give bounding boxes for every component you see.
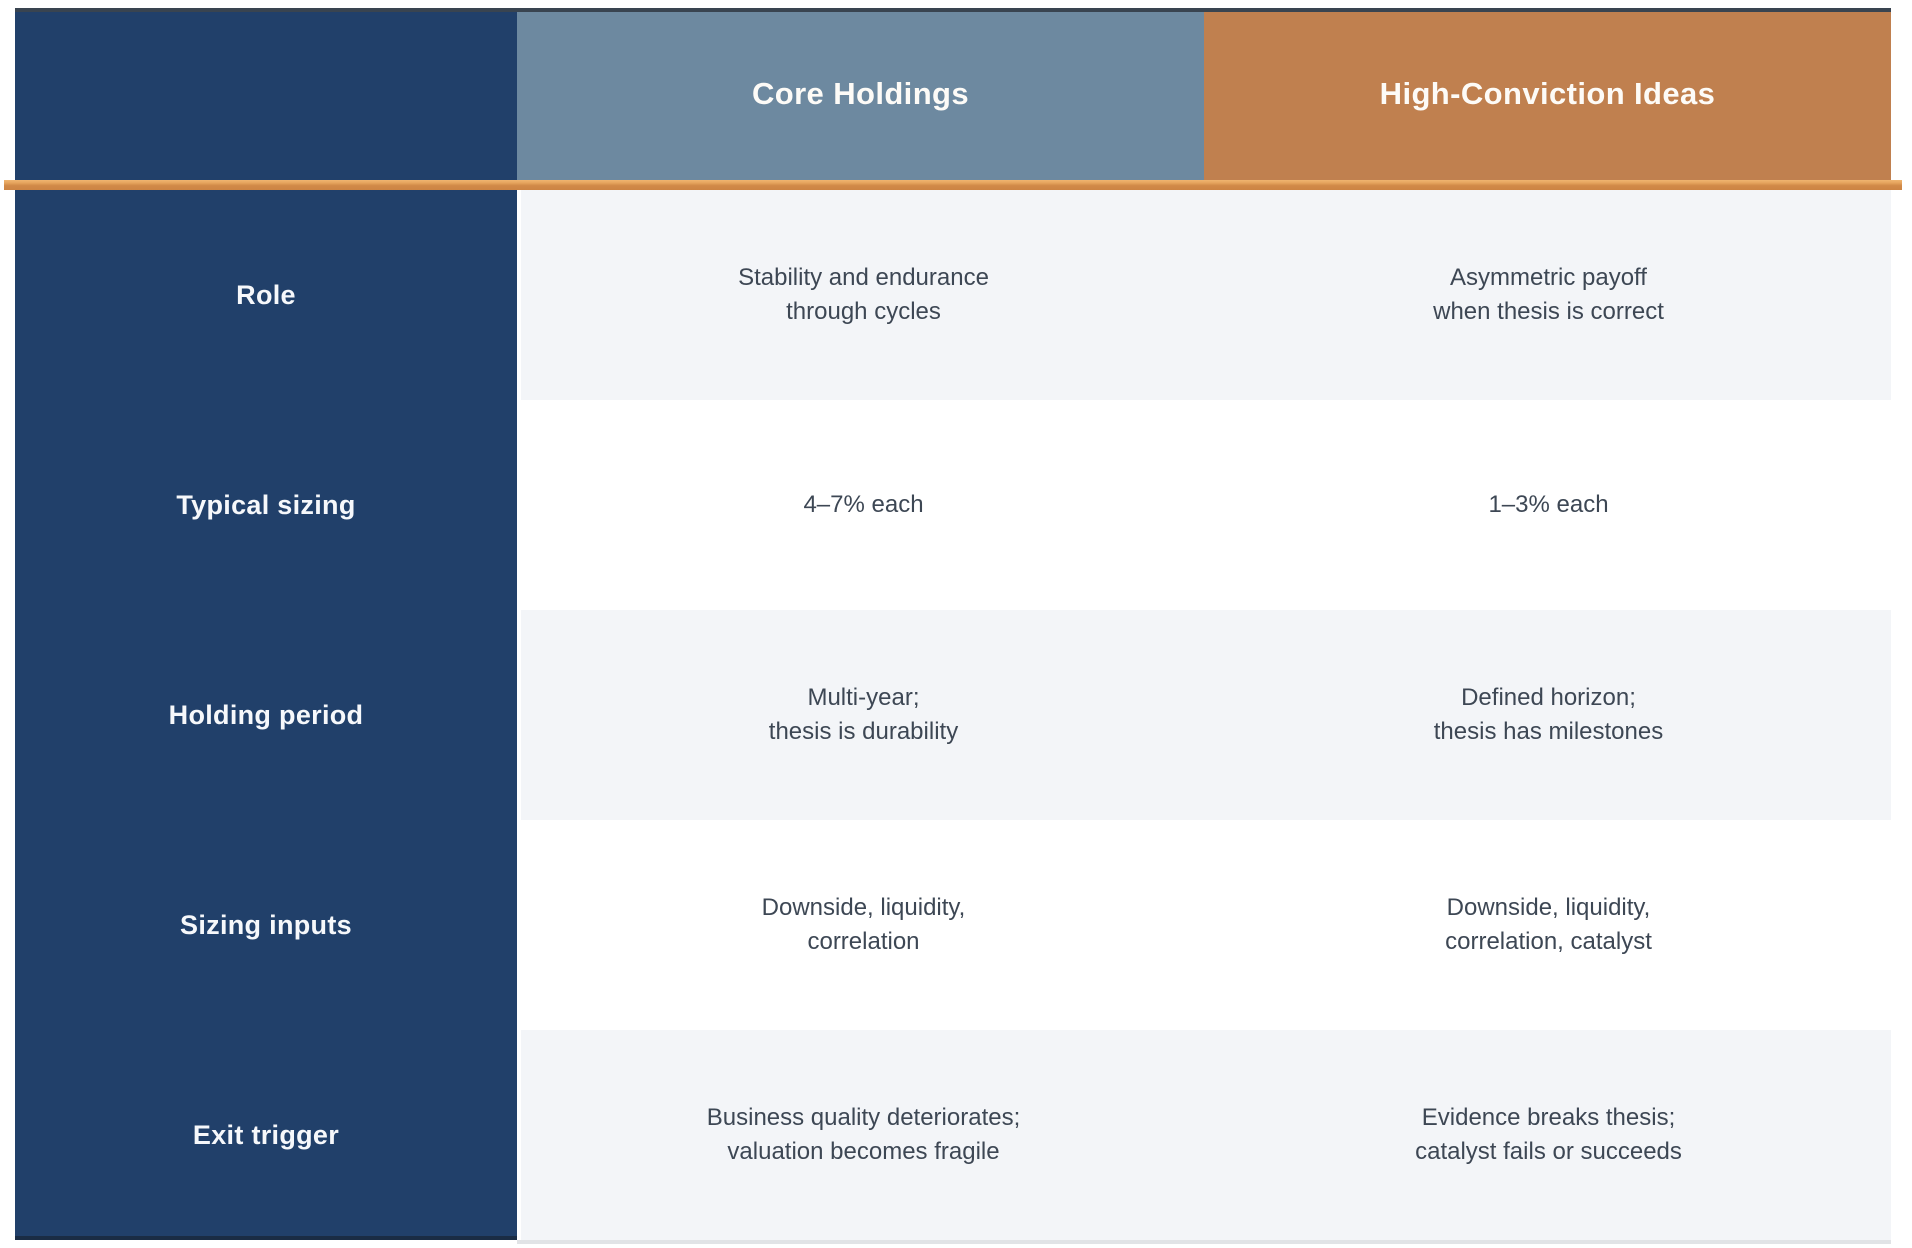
row-label: Exit trigger (192, 1119, 340, 1150)
table-top-border (15, 8, 1891, 12)
column-header-label: High-Conviction Ideas (1379, 76, 1716, 111)
column-gap (517, 400, 521, 610)
cell-text: Downside, liquidity, correlation (761, 893, 966, 955)
cell-high-conviction: Asymmetric payoff when thesis is correct (1206, 190, 1891, 400)
cell-text: Stability and endurance through cycles (738, 263, 989, 325)
row-label: Sizing inputs (180, 909, 352, 940)
table-bottom-border (517, 1240, 1891, 1244)
table-row-typical-sizing: Typical sizing 4–7% each 1–3% each (15, 400, 1891, 610)
column-header-core-holdings: Core Holdings (517, 8, 1204, 180)
column-header-label: Core Holdings (751, 76, 970, 111)
row-header-cell: Holding period (15, 610, 517, 820)
cell-text: 1–3% each (1488, 490, 1609, 518)
row-label: Typical sizing (176, 489, 356, 520)
table-row-holding-period: Holding period Multi-year; thesis is dur… (15, 610, 1891, 820)
cell-text: Multi-year; thesis is durability (768, 683, 959, 745)
accent-divider (4, 180, 1902, 190)
cell-text: Defined horizon; thesis has milestones (1433, 683, 1664, 745)
row-header-cell: Typical sizing (15, 400, 517, 610)
cell-text: Evidence breaks thesis; catalyst fails o… (1415, 1103, 1682, 1165)
row-header-cell: Sizing inputs (15, 820, 517, 1030)
table-body: Role Stability and endurance through cyc… (15, 190, 1891, 1240)
row-header-column (15, 8, 517, 1240)
comparison-table: Core Holdings High-Conviction Ideas Role… (4, 8, 1902, 1244)
cell-high-conviction: Defined horizon; thesis has milestones (1206, 610, 1891, 820)
row-label: Role (236, 279, 296, 310)
cell-high-conviction: 1–3% each (1206, 400, 1891, 610)
column-gap (517, 1030, 521, 1240)
cell-text: Downside, liquidity, correlation, cataly… (1445, 893, 1652, 955)
cell-high-conviction: Downside, liquidity, correlation, cataly… (1206, 820, 1891, 1030)
cell-text: Business quality deteriorates; valuation… (706, 1103, 1021, 1165)
row-header-cell: Exit trigger (15, 1030, 517, 1240)
cell-core-holdings: Multi-year; thesis is durability (521, 610, 1206, 820)
table-row-exit-trigger: Exit trigger Business quality deteriorat… (15, 1030, 1891, 1240)
cell-core-holdings: 4–7% each (521, 400, 1206, 610)
column-gap (517, 190, 521, 400)
row-header-cell: Role (15, 190, 517, 400)
column-gap (517, 610, 521, 820)
table-row-role: Role Stability and endurance through cyc… (15, 190, 1891, 400)
cell-core-holdings: Stability and endurance through cycles (521, 190, 1206, 400)
cell-text: Asymmetric payoff when thesis is correct (1433, 263, 1664, 325)
row-label: Holding period (168, 699, 364, 730)
table-row-sizing-inputs: Sizing inputs Downside, liquidity, corre… (15, 820, 1891, 1030)
column-gap (517, 820, 521, 1030)
column-header-high-conviction: High-Conviction Ideas (1204, 8, 1891, 180)
cell-core-holdings: Business quality deteriorates; valuation… (521, 1030, 1206, 1240)
cell-high-conviction: Evidence breaks thesis; catalyst fails o… (1206, 1030, 1891, 1240)
cell-text: 4–7% each (803, 490, 924, 518)
cell-core-holdings: Downside, liquidity, correlation (521, 820, 1206, 1030)
